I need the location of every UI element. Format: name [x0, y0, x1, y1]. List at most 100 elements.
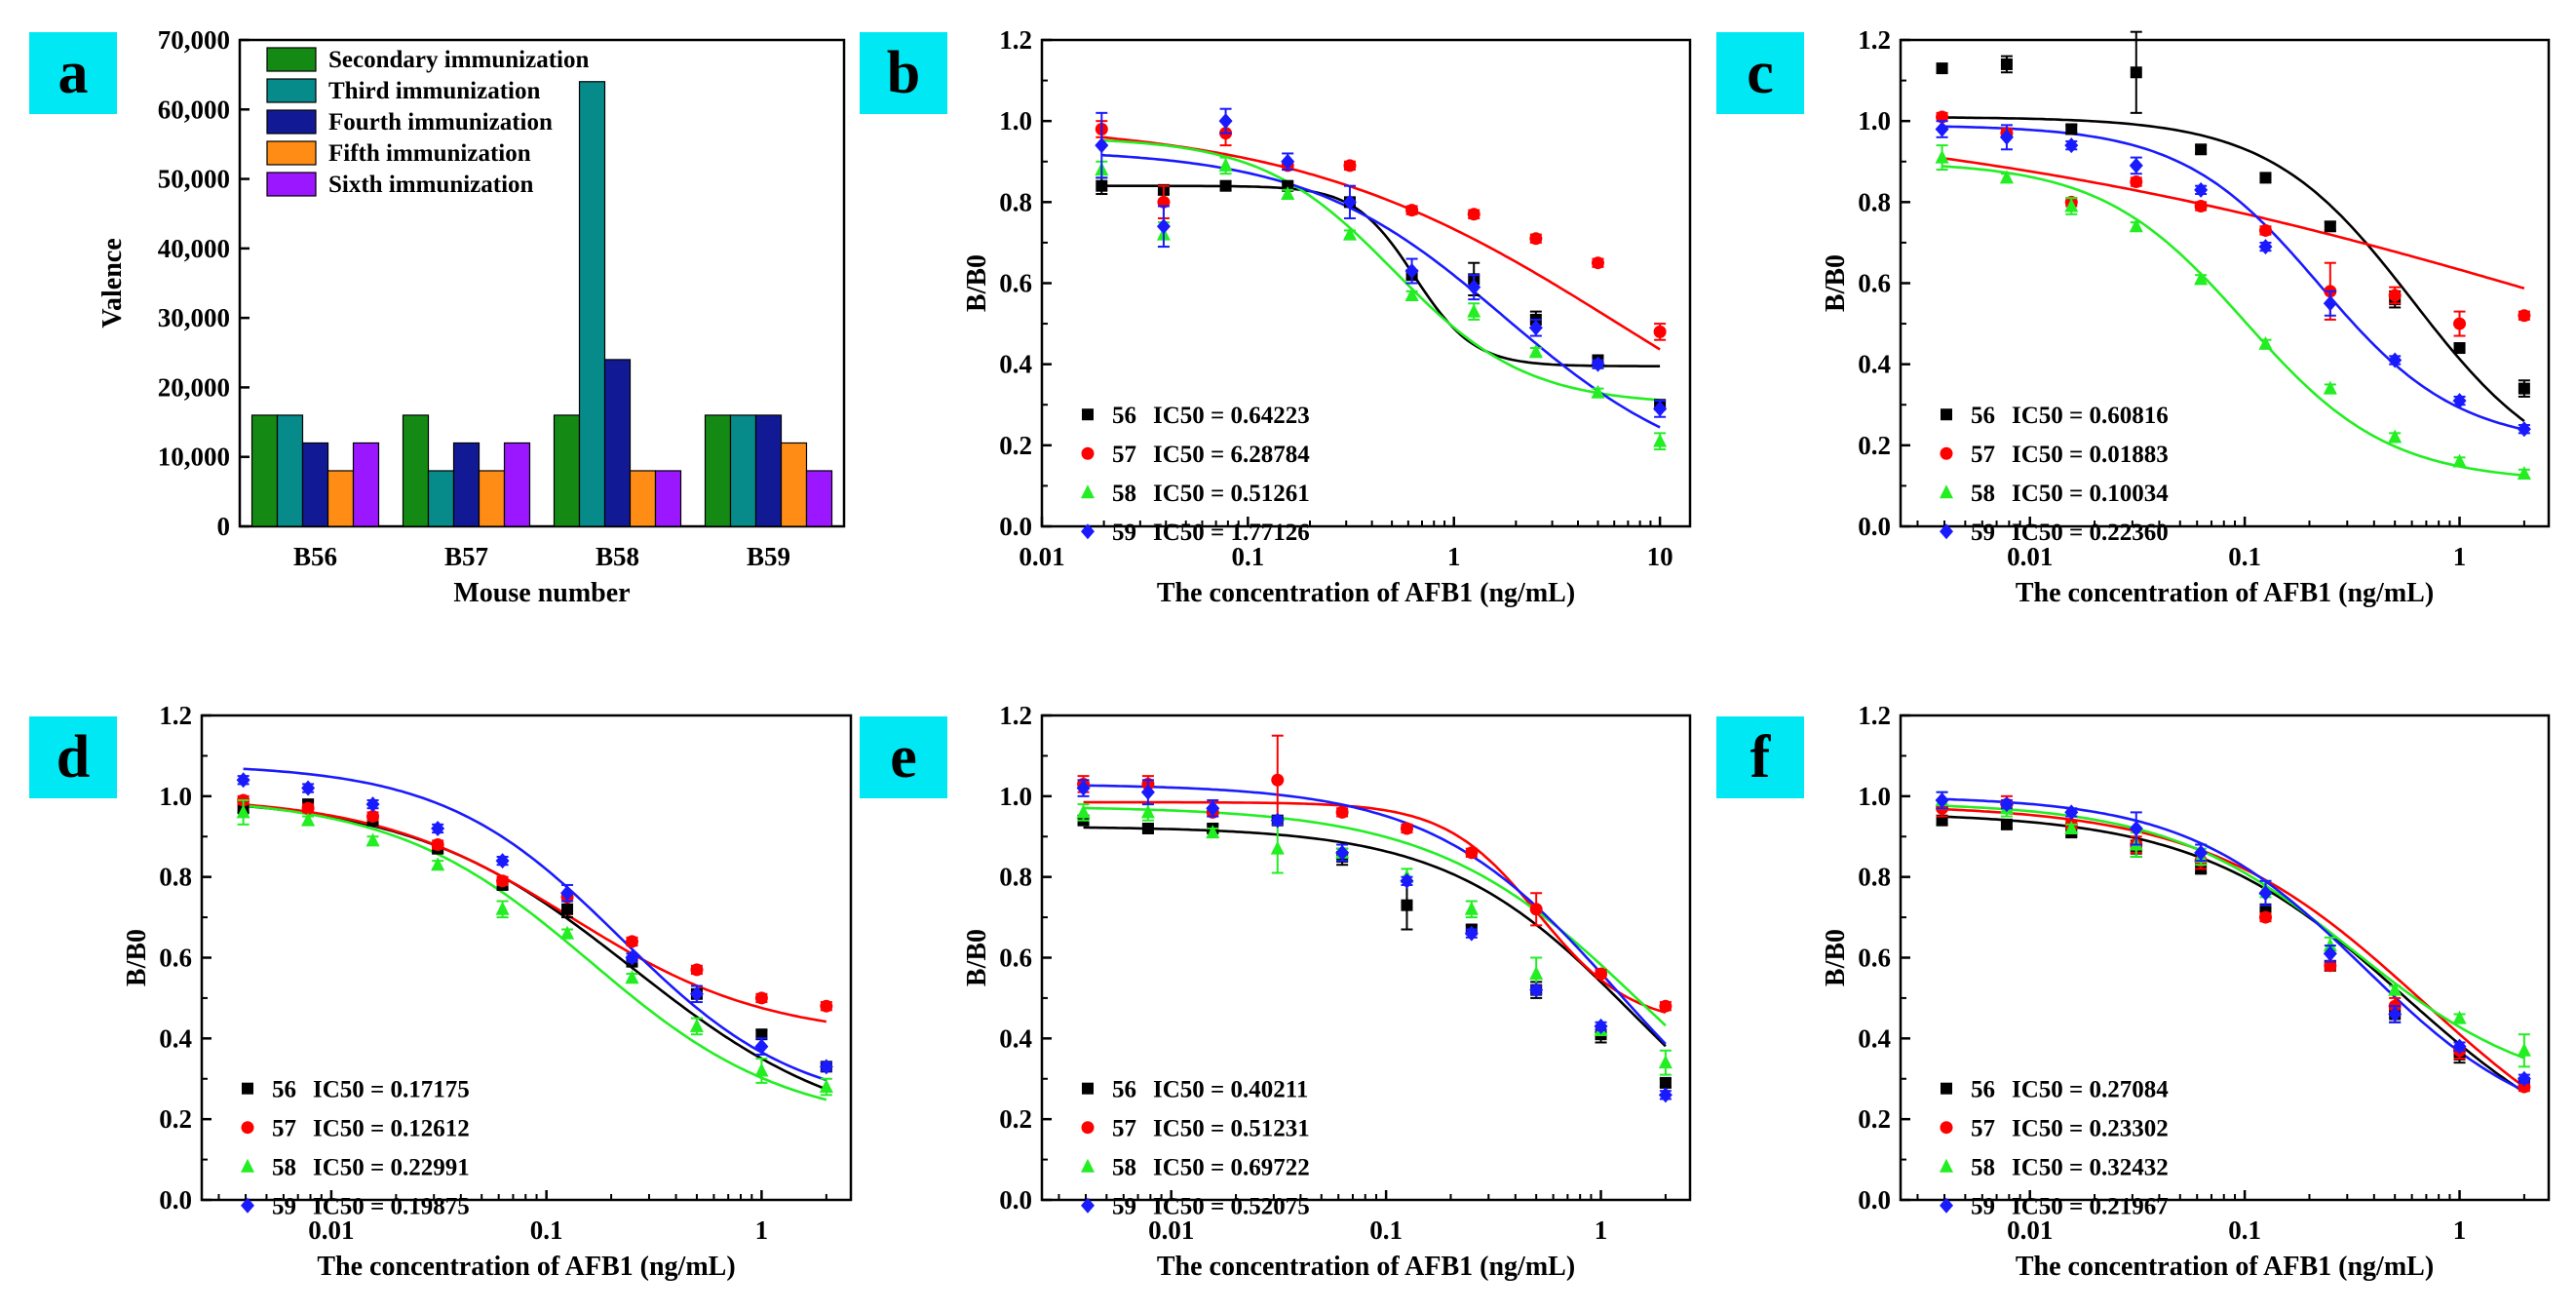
plot-frame — [1899, 38, 2551, 528]
data-point — [2129, 218, 2143, 233]
data-point — [2517, 1042, 2531, 1057]
legend-swatch — [266, 172, 317, 197]
data-point — [1529, 232, 1543, 246]
legend-label: Fourth immunization — [328, 109, 553, 135]
data-point — [1140, 784, 1155, 800]
data-point — [1999, 129, 2014, 145]
data-point — [2388, 982, 2403, 996]
fit-curve-58 — [243, 804, 827, 1101]
legend-ic50: IC50 = 0.21967 — [2012, 1194, 2169, 1220]
data-point — [2194, 844, 2209, 861]
data-point — [1270, 812, 1285, 829]
data-point — [2259, 172, 2272, 184]
x-axis-title: The concentration of AFB1 (ng/mL) — [1157, 1252, 1575, 1282]
y-tick-label: 1.2 — [999, 25, 1032, 55]
bar — [452, 442, 481, 527]
legend-marker — [1941, 408, 1952, 421]
data-point — [1935, 149, 1949, 164]
data-point — [2388, 429, 2403, 444]
x-tick-label: 0.1 — [2228, 1216, 2261, 1245]
data-point — [2258, 335, 2273, 350]
data-point — [625, 935, 638, 948]
bar — [654, 470, 682, 527]
data-point — [1464, 925, 1479, 942]
data-point — [561, 903, 574, 915]
data-point — [1342, 226, 1357, 241]
panel-a: a 0 10,000 20,000 30,000 40,000 50,000 60,000 70… — [29, 25, 846, 608]
data-point — [366, 810, 380, 824]
data-point — [1658, 1055, 1672, 1069]
data-point — [2064, 820, 2079, 834]
x-tick-label: 1 — [1595, 1216, 1608, 1245]
bar — [276, 414, 304, 527]
data-point — [820, 999, 833, 1013]
fit-curve-56 — [1101, 184, 1661, 367]
legend-label: 58 — [1112, 481, 1136, 507]
y-axis-title: B/B0 — [1821, 254, 1851, 312]
legend-marker — [1940, 1197, 1953, 1214]
panel-letter-a: a — [58, 40, 89, 106]
data-point — [819, 1059, 833, 1075]
x-tick-label: 0.01 — [2007, 542, 2053, 571]
y-tick-label: 0.4 — [999, 1023, 1032, 1053]
legend-label: 56 — [1112, 1077, 1136, 1103]
data-point — [1529, 982, 1544, 998]
bar — [729, 414, 757, 527]
data-point — [1076, 804, 1091, 819]
legend-marker — [1082, 408, 1094, 421]
data-point — [2258, 910, 2272, 924]
data-point — [2323, 295, 2337, 312]
y-axis-title: B/B0 — [962, 254, 992, 312]
panel-letter-b: b — [887, 40, 920, 106]
legend-swatch — [266, 109, 317, 135]
legend-label: 59 — [1112, 520, 1136, 546]
legend-marker — [1940, 1158, 1953, 1173]
plot-frame — [1040, 38, 1692, 528]
y-tick-label: 1.0 — [999, 782, 1032, 811]
x-tick-label: 0.01 — [2007, 1216, 2053, 1245]
legend-ic50: IC50 = 0.10034 — [2012, 481, 2169, 507]
data-point — [2388, 352, 2403, 368]
data-point — [2518, 382, 2530, 395]
legend-ic50: IC50 = 6.28784 — [1153, 442, 1310, 468]
x-tick-label: 1 — [2453, 1216, 2467, 1245]
legend-ic50: IC50 = 0.01883 — [2012, 442, 2169, 468]
y-tick-label: 0.0 — [1858, 512, 1891, 541]
data-point — [1282, 179, 1294, 192]
data-point — [2129, 157, 2143, 174]
data-point — [496, 874, 510, 888]
data-point — [2065, 123, 2078, 135]
legend-marker — [1081, 1158, 1095, 1173]
y-tick-label: 1.0 — [1858, 106, 1891, 135]
fit-curve-57 — [1083, 800, 1667, 1015]
y-axis-title: Valence — [97, 238, 128, 328]
data-point — [1404, 263, 1419, 280]
data-point — [1935, 121, 1949, 137]
bar — [402, 414, 430, 527]
data-point — [819, 1079, 833, 1094]
data-point — [236, 804, 250, 819]
data-point — [1405, 204, 1419, 217]
legend-ic50: IC50 = 0.52075 — [1153, 1194, 1310, 1220]
legend-ic50: IC50 = 0.22360 — [2012, 520, 2169, 546]
data-point — [1141, 822, 1154, 834]
data-point — [1653, 325, 1667, 338]
x-tick-label: B57 — [444, 542, 488, 571]
y-axis-title: B/B0 — [122, 929, 152, 986]
x-axis-title: The concentration of AFB1 (ng/mL) — [1157, 578, 1575, 608]
data-point — [2388, 289, 2402, 302]
data-point — [1400, 822, 1413, 835]
data-point — [2388, 1006, 2403, 1023]
data-point — [2194, 199, 2208, 212]
bar — [629, 470, 657, 527]
x-tick-label: 10 — [1647, 542, 1673, 571]
y-tick-label: 0.6 — [159, 944, 192, 973]
y-tick-label: 0.6 — [999, 269, 1032, 298]
data-point — [2323, 380, 2337, 395]
legend-label: 56 — [1971, 403, 1995, 429]
x-axis-title: The concentration of AFB1 (ng/mL) — [317, 1252, 735, 1282]
data-point — [560, 925, 575, 940]
panel-letter-e: e — [890, 724, 917, 791]
data-point — [2452, 453, 2467, 468]
